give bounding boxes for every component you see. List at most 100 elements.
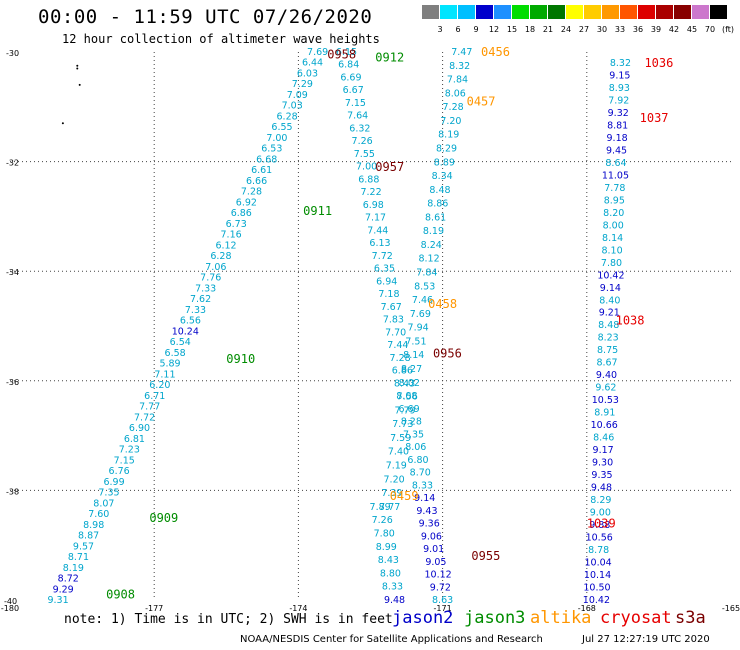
wave-height-value: 8.29: [436, 143, 457, 154]
wave-height-value: 6.61: [251, 165, 272, 176]
color-swatch: [476, 5, 493, 19]
wave-height-value: 8.19: [438, 130, 459, 141]
wave-height-value: 8.19: [63, 563, 84, 574]
wave-height-value: 8.63: [432, 595, 453, 606]
wave-height-value: 7.55: [354, 149, 375, 160]
wave-height-value: 9.35: [591, 470, 612, 481]
wave-height-value: 9.31: [47, 595, 68, 606]
wave-height-value: 10.53: [592, 395, 619, 406]
wave-height-value: 7.59: [390, 433, 411, 444]
color-scale-label: 27: [578, 25, 590, 34]
wave-height-value: 7.20: [440, 116, 461, 127]
color-scale-label: 21: [542, 25, 554, 34]
legend-s3a: s3a: [675, 608, 706, 628]
wave-height-value: 9.57: [73, 541, 94, 552]
lat-tick-label: -36: [6, 378, 19, 387]
wave-height-value: 6.13: [369, 238, 390, 249]
wave-height-value: 8.20: [603, 208, 624, 219]
color-swatch: [584, 5, 601, 19]
color-swatch: [512, 5, 529, 19]
wave-height-value: 9.00: [590, 508, 611, 519]
wave-height-value: 10.12: [425, 570, 452, 581]
island-dot: [76, 64, 79, 67]
wave-height-value: 7.29: [292, 79, 313, 90]
wave-height-value: 8.08: [396, 391, 417, 402]
page-subtitle: 12 hour collection of altimeter wave hei…: [62, 32, 380, 46]
pass-time-label: 1039: [587, 516, 616, 530]
wave-height-value: 9.29: [53, 584, 74, 595]
wave-height-value: 10.04: [584, 558, 611, 569]
wave-height-value: 7.51: [405, 336, 426, 347]
wave-height-value: 6.44: [302, 58, 323, 69]
wave-height-value: 8.40: [599, 295, 620, 306]
wave-height-value: 7.62: [190, 294, 211, 305]
wave-height-value: 9.14: [414, 493, 435, 504]
wave-height-value: 7.67: [381, 302, 402, 313]
wave-height-value: 7.35: [98, 488, 119, 499]
wave-height-value: 6.71: [144, 391, 165, 402]
wave-height-value: 11.05: [602, 170, 629, 181]
wave-height-value: 7.00: [266, 133, 287, 144]
color-scale-label: 24: [560, 25, 572, 34]
wave-height-value: 6.55: [271, 122, 292, 133]
wave-height-value: 8.67: [596, 358, 617, 369]
lat-tick-label: -30: [6, 49, 19, 58]
color-swatch: [692, 5, 709, 19]
wave-height-value: 8.29: [590, 495, 611, 506]
wave-height-value: 7.09: [287, 90, 308, 101]
wave-height-value: 6.84: [338, 60, 359, 71]
wave-height-value: 9.48: [591, 483, 612, 494]
wave-height-value: 8.14: [602, 233, 623, 244]
wave-height-value: 7.47: [451, 47, 472, 58]
wave-height-value: 7.11: [154, 369, 175, 380]
wave-height-value: 6.88: [358, 174, 379, 185]
lon-tick-label: -171: [434, 604, 452, 613]
wave-height-value: 7.16: [221, 230, 242, 241]
wave-height-value: 9.14: [600, 283, 621, 294]
lat-tick-label: -38: [6, 487, 19, 496]
wave-height-value: 8.23: [598, 333, 619, 344]
lon-tick-label: -168: [578, 604, 596, 613]
pass-time-label: 0457: [467, 94, 496, 108]
wave-height-value: 9.05: [425, 557, 446, 568]
pass-time-label: 0458: [428, 297, 457, 311]
wave-height-value: 8.53: [414, 281, 435, 292]
wave-height-value: 7.40: [388, 447, 409, 458]
wave-height-value: 8.75: [597, 345, 618, 356]
wave-height-value: 7.33: [195, 283, 216, 294]
wave-height-value: 6.80: [407, 455, 428, 466]
wave-height-value: 7.84: [416, 268, 437, 279]
wave-height-value: 6.03: [297, 68, 318, 79]
wave-height-value: 8.61: [425, 212, 446, 223]
generation-timestamp: Jul 27 12:27:19 UTC 2020: [582, 634, 710, 645]
wave-height-value: 6.58: [165, 348, 186, 359]
wave-height-value: 7.33: [185, 305, 206, 316]
pass-time-label: 1038: [616, 314, 645, 328]
lon-tick-label: -174: [289, 604, 307, 613]
color-swatch: [710, 5, 727, 19]
wave-height-value: 7.72: [372, 251, 393, 262]
wave-height-value: 8.91: [594, 408, 615, 419]
wave-height-value: 8.27: [401, 364, 422, 375]
wave-height-value: 6.86: [231, 208, 252, 219]
wave-height-value: 6.54: [170, 337, 191, 348]
wave-height-value: 7.80: [601, 258, 622, 269]
color-scale-label: 39: [650, 25, 662, 34]
wave-height-value: 6.68: [256, 154, 277, 165]
pass-time-label: 0957: [375, 160, 404, 174]
wave-height-value: 7.56: [397, 392, 418, 403]
wave-height-value: 8.32: [610, 58, 631, 69]
island-dot: [76, 67, 79, 70]
lat-tick-label: -34: [6, 268, 19, 277]
color-scale-label: 15: [506, 25, 518, 34]
color-swatch: [458, 5, 475, 19]
wave-height-value: 6.15: [336, 47, 357, 58]
wave-height-value: 9.45: [606, 145, 627, 156]
lat-tick-label: -40: [4, 597, 17, 606]
pass-time-label: 0910: [226, 352, 255, 366]
wave-height-value: 7.44: [367, 225, 388, 236]
wave-height-value: 7.80: [374, 528, 395, 539]
pass-time-label: 1036: [644, 56, 673, 70]
wave-height-value: 9.18: [607, 133, 628, 144]
